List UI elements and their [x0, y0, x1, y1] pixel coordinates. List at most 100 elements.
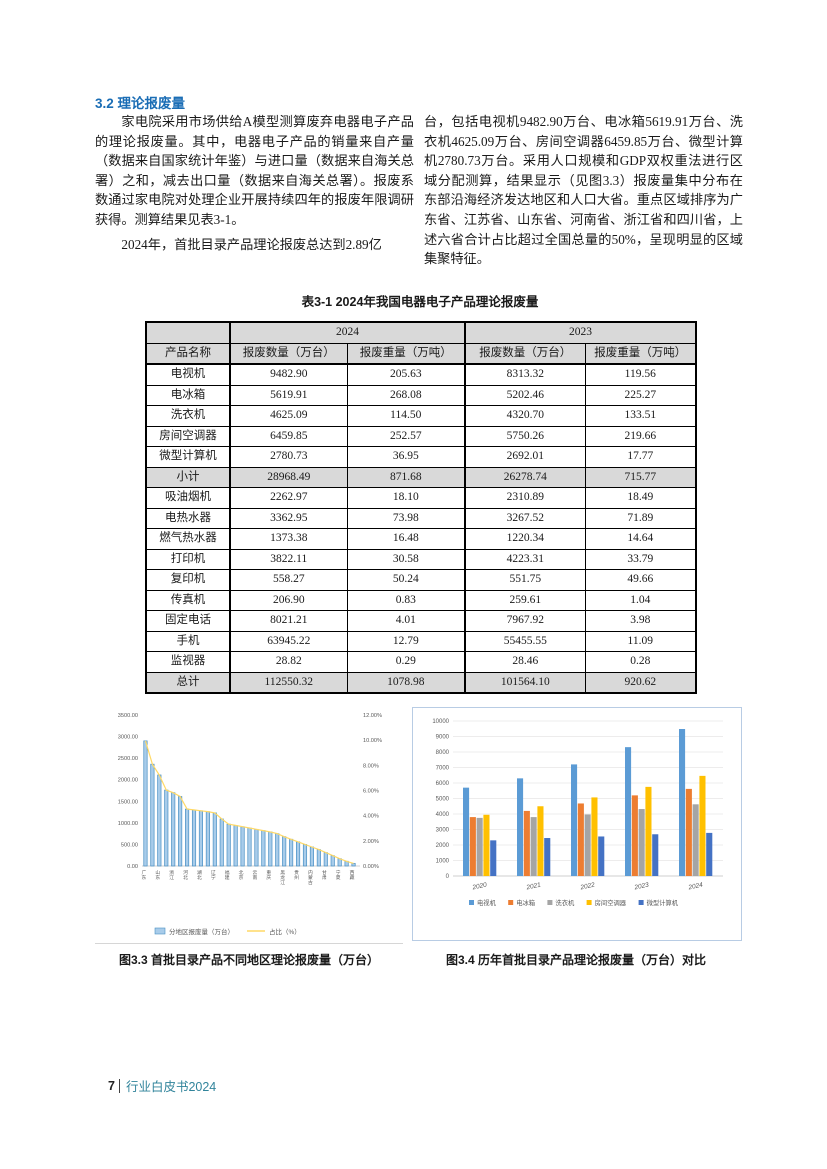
table-cell: 7967.92: [464, 610, 586, 632]
year-series-bar: [584, 814, 591, 876]
svg-text:占比（%）: 占比（%）: [269, 927, 301, 936]
svg-text:6.00%: 6.00%: [363, 789, 379, 795]
table-cell: 205.63: [346, 363, 466, 386]
figure-caption: 图3.3 首批目录产品不同地区理论报废量（万台）: [118, 953, 380, 967]
text-column-left: 家电院采用市场供给A模型测算废弃电器电子产品的理论报废量。其中，电器电子产品的销…: [95, 112, 414, 254]
table-cell: 洗衣机: [145, 405, 231, 427]
figure-3-3: 0.00 500.00 1000.00 1500.00 2000.00 2500.00 30…: [95, 705, 403, 944]
table-cell: 2023: [464, 321, 697, 344]
table-cell: 18.10: [346, 487, 466, 509]
table-cell: 119.56: [584, 363, 697, 386]
x-tick-label: 黑龙江: [279, 870, 284, 886]
svg-text:8.00%: 8.00%: [363, 763, 379, 769]
table-row: 电热水器 3362.95 73.98 3267.52 71.89: [145, 507, 697, 529]
svg-text:10.00%: 10.00%: [363, 738, 382, 744]
page-footer: 7 行业白皮书2024: [108, 1076, 216, 1095]
svg-text:微型计算机: 微型计算机: [647, 898, 679, 907]
svg-text:4000: 4000: [436, 812, 450, 818]
table-cell: 2692.01: [464, 446, 586, 468]
table-row: 固定电话 8021.21 4.01 7967.92 3.98: [145, 610, 697, 632]
x-tick-label: 2021: [525, 882, 542, 892]
table-cell: 50.24: [346, 569, 466, 591]
table-cell: 73.98: [346, 507, 466, 529]
x-tick-label: 北京: [238, 869, 243, 881]
svg-text:9000: 9000: [436, 735, 450, 741]
body-paragraph: 家电院采用市场供给A模型测算废弃电器电子产品的理论报废量。其中，电器电子产品的销…: [95, 114, 414, 227]
table-cell: 55455.55: [464, 630, 586, 652]
svg-text:2000.00: 2000.00: [118, 778, 138, 784]
table-cell: 报废数量（万台）: [229, 342, 348, 365]
year-series-bar: [523, 810, 530, 876]
table-cell: 微型计算机: [145, 446, 231, 468]
region-bar: [178, 796, 183, 867]
region-bar: [150, 763, 155, 867]
table-cell: 8313.32: [464, 363, 586, 386]
svg-text:电视机: 电视机: [477, 898, 497, 907]
table-row: 复印机 558.27 50.24 551.75 49.66: [145, 569, 697, 591]
table-row: 洗衣机 4625.09 114.50 4320.70 133.51: [145, 405, 697, 427]
table-cell: 1.04: [584, 589, 697, 611]
legend-swatch: [469, 900, 474, 905]
table-row: 房间空调器 6459.85 252.57 5750.26 219.66: [145, 425, 697, 447]
table-cell: 5750.26: [464, 425, 586, 447]
table-row: 小计 28968.49 871.68 26278.74 715.77: [145, 466, 697, 488]
region-bar: [309, 846, 314, 867]
table-cell: 燃气热水器: [145, 528, 231, 550]
x-tick-label: 福建: [224, 869, 229, 881]
table-cell: 电视机: [145, 363, 231, 386]
table-row: 吸油烟机 2262.97 18.10 2310.89 18.49: [145, 487, 697, 509]
region-bar: [205, 811, 210, 867]
table-cell: 268.08: [346, 384, 466, 406]
x-tick-label: 浙江: [168, 869, 173, 881]
table-cell: 30.58: [346, 548, 466, 570]
region-bar: [212, 812, 217, 867]
svg-text:0.00%: 0.00%: [363, 864, 379, 870]
x-tick-label: 内蒙古: [307, 869, 312, 886]
table-cell: 12.79: [346, 630, 466, 652]
svg-text:1000.00: 1000.00: [118, 821, 138, 827]
fig33-legend: 分地区报废量（万台） 占比（%）: [154, 927, 301, 936]
year-series-bar: [490, 840, 497, 876]
year-series-bar: [692, 804, 699, 876]
text-column-right: 台，包括电视机9482.90万台、电冰箱5619.91万台、洗衣机4625.09…: [424, 112, 743, 269]
svg-text:2000: 2000: [436, 843, 450, 849]
table-cell: 1078.98: [346, 671, 466, 694]
table-cell: 4.01: [346, 610, 466, 632]
table-cell: 11.09: [584, 630, 697, 652]
table-cell: 电冰箱: [145, 384, 231, 406]
footer-divider: [118, 1078, 120, 1093]
year-series-bar: [544, 838, 551, 876]
table-cell: 6459.85: [229, 425, 348, 447]
year-series-bar: [699, 775, 706, 876]
region-bar: [261, 830, 266, 867]
table-cell: 传真机: [145, 589, 231, 611]
svg-text:电冰箱: 电冰箱: [516, 898, 535, 907]
legend-bar-swatch: [154, 927, 166, 935]
region-bar: [295, 841, 301, 867]
svg-text:分地区报废量（万台）: 分地区报废量（万台）: [169, 927, 234, 936]
table-cell: 2024: [229, 321, 466, 344]
table-cell: 手机: [145, 630, 231, 652]
table-cell: 920.62: [584, 671, 697, 694]
table-cell: 复印机: [145, 569, 231, 591]
fig34-legend: 电视机 电冰箱 洗衣机 房间空调器 微型计算机: [469, 898, 679, 907]
x-tick-label: 2023: [633, 882, 650, 892]
svg-text:房间空调器: 房间空调器: [595, 898, 627, 907]
region-bar: [302, 844, 308, 867]
x-tick-label: 湖北: [196, 869, 201, 881]
region-bar: [254, 828, 259, 867]
table-cell: 2780.73: [229, 446, 348, 468]
svg-text:5000: 5000: [436, 797, 450, 803]
year-series-bar: [652, 834, 659, 876]
year-series-bar: [631, 795, 638, 876]
table-cell: 吸油烟机: [145, 487, 231, 509]
region-bar: [351, 863, 356, 867]
table-cell: 固定电话: [145, 610, 231, 632]
legend-swatch: [586, 900, 592, 905]
x-tick-label: 西藏: [349, 870, 354, 881]
table-cell: 18.49: [584, 487, 697, 509]
table-cell: 9482.90: [229, 363, 348, 386]
svg-text:12.00%: 12.00%: [363, 713, 382, 719]
year-series-bar: [706, 832, 713, 876]
table-cell: 49.66: [584, 569, 697, 591]
